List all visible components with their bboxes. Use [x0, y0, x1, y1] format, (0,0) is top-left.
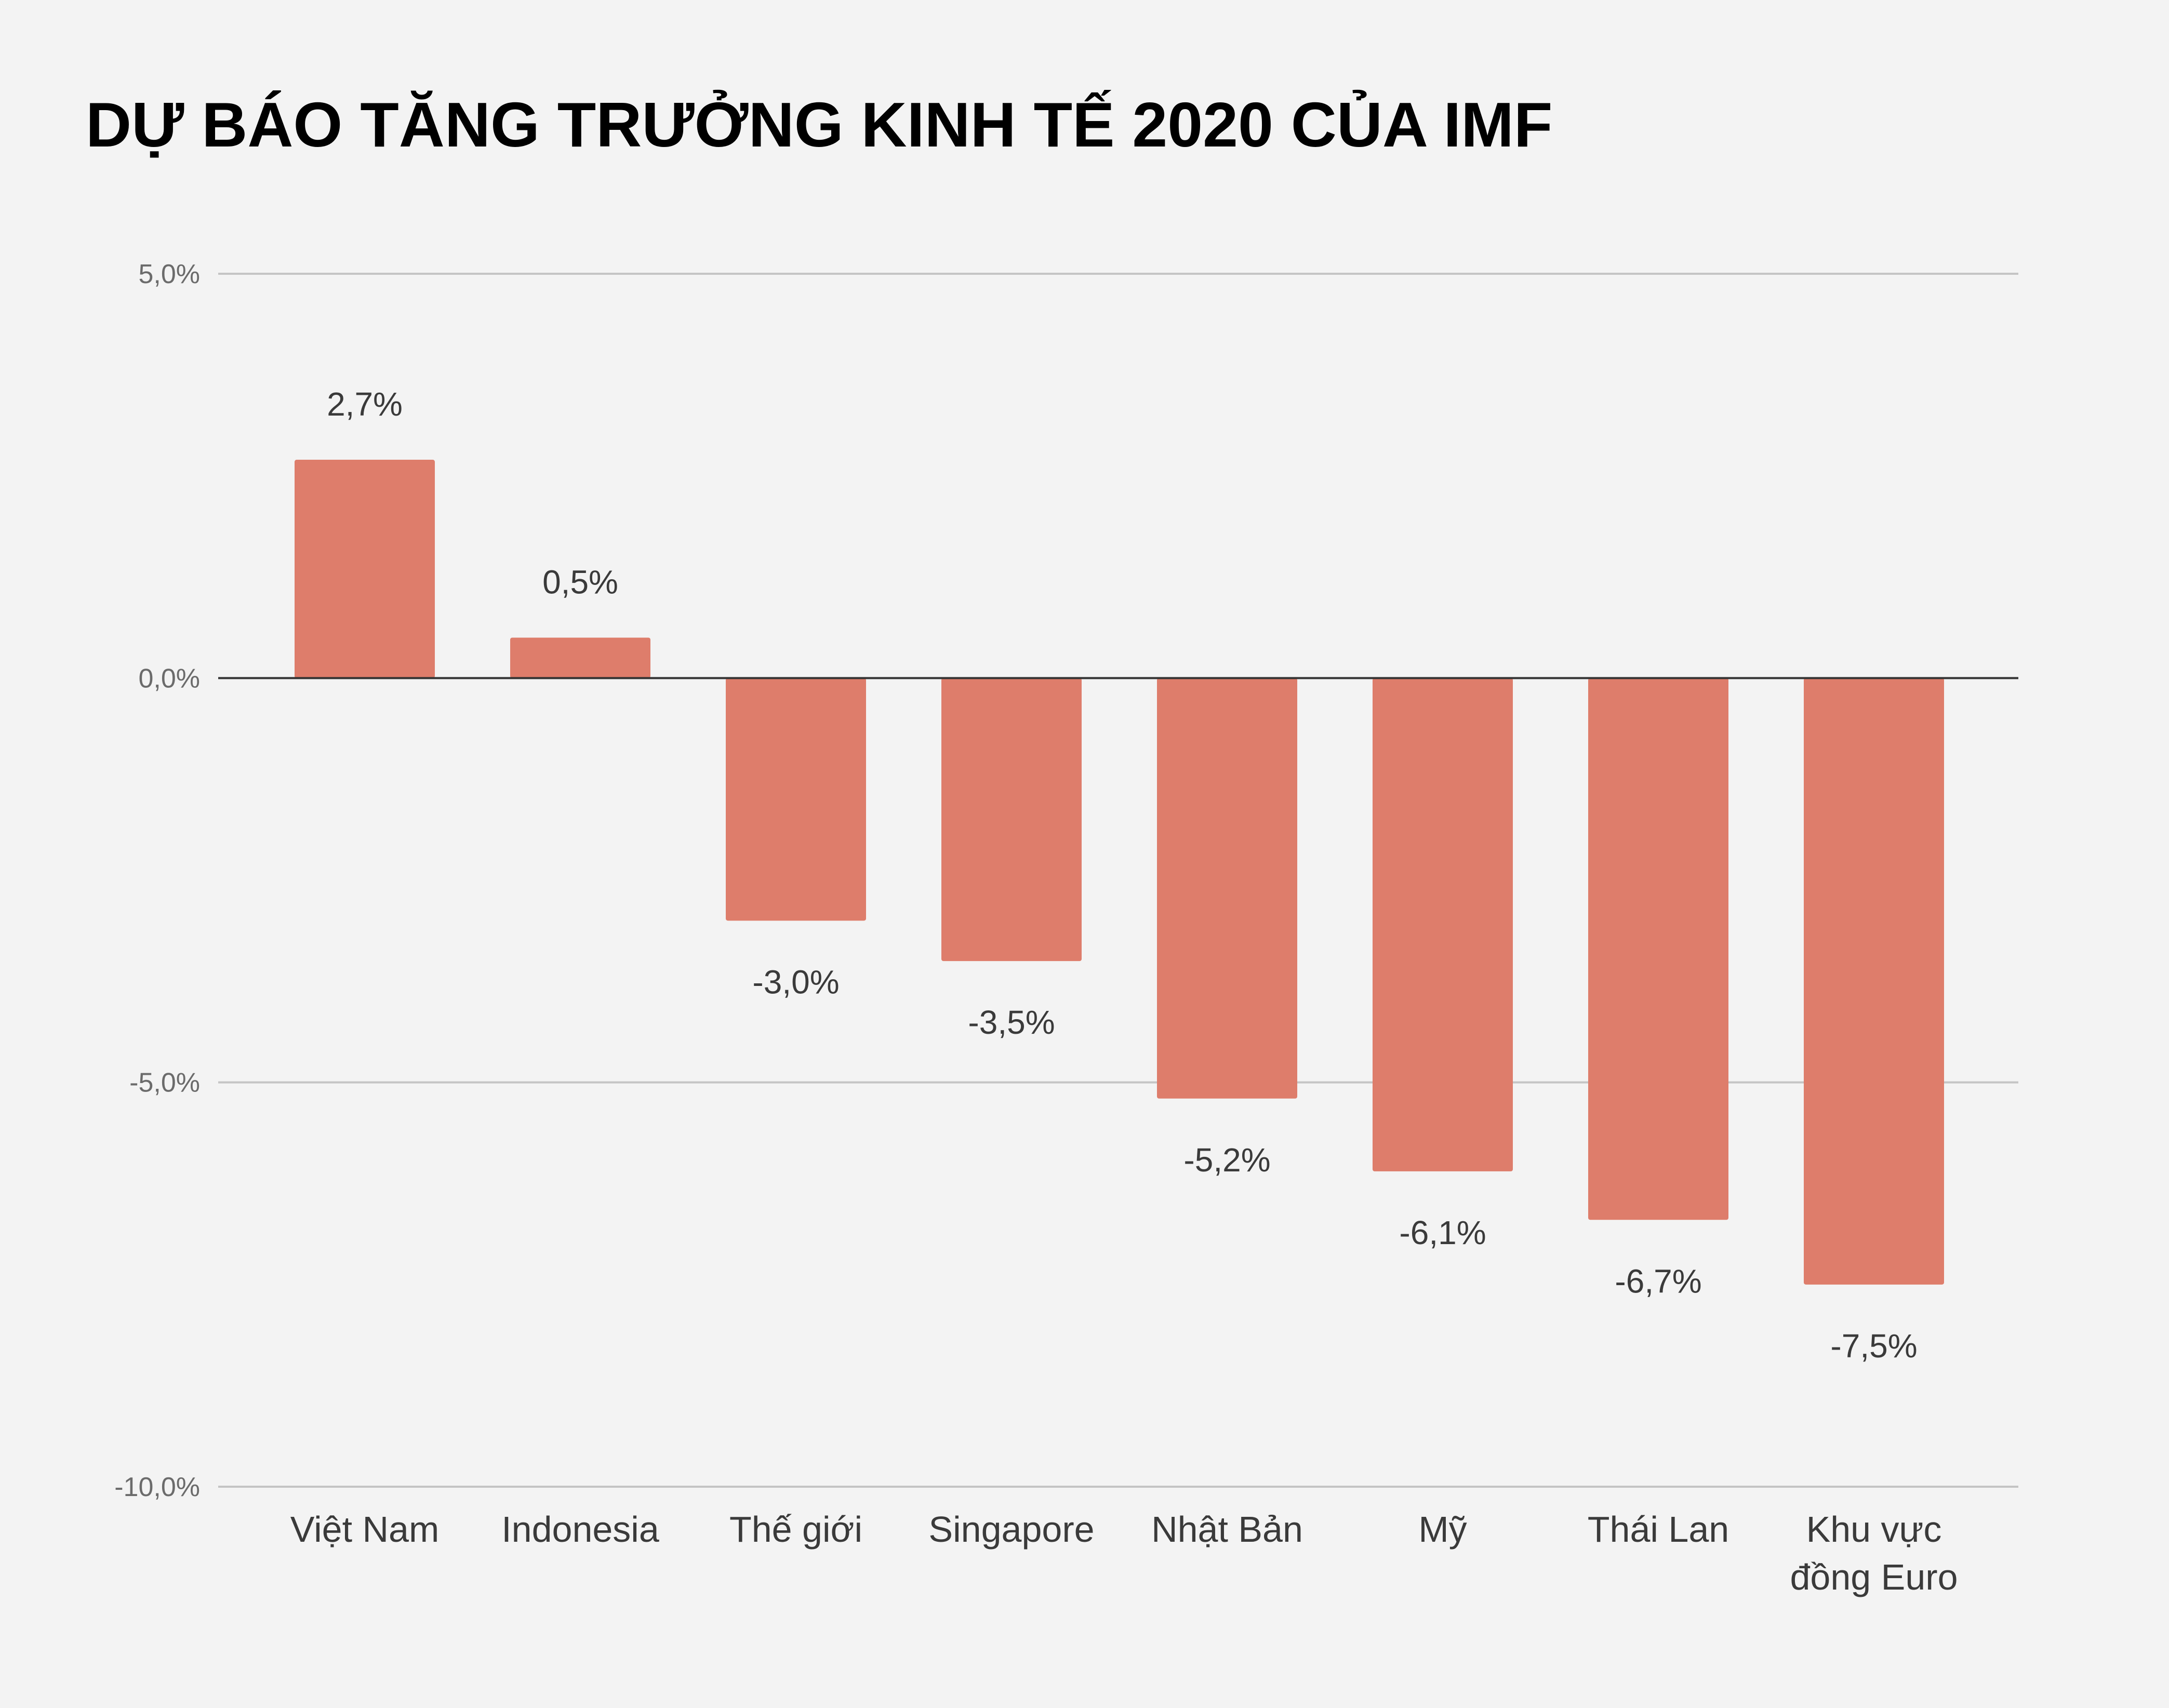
- x-axis-categories: Việt Nam Indonesia Thế giới Singapore Nhật B…: [290, 1509, 1958, 1597]
- bar: [1373, 678, 1513, 1171]
- bar: [1157, 678, 1297, 1099]
- bars: [295, 460, 1944, 1285]
- category-label: đồng Euro: [1790, 1557, 1958, 1597]
- category-label: Khu vực: [1806, 1509, 1942, 1550]
- category-label: Singapore: [928, 1509, 1094, 1550]
- data-label: -7,5%: [1830, 1327, 1917, 1365]
- bar: [510, 637, 650, 678]
- category-label: Việt Nam: [290, 1509, 440, 1550]
- category-label: Mỹ: [1418, 1509, 1467, 1550]
- data-label: -3,5%: [968, 1004, 1055, 1041]
- bar: [1804, 678, 1944, 1285]
- y-axis-ticks: 5,0% 0,0% -5,0% -10,0%: [114, 259, 200, 1502]
- category-label: Indonesia: [501, 1509, 659, 1550]
- data-label: 0,5%: [542, 564, 618, 601]
- y-tick-label: 0,0%: [138, 663, 200, 693]
- data-label: -5,2%: [1183, 1141, 1270, 1179]
- bar: [941, 678, 1082, 962]
- bar: [726, 678, 866, 921]
- y-tick-label: 5,0%: [138, 259, 200, 289]
- data-label: -3,0%: [752, 963, 839, 1000]
- category-label: Thế giới: [729, 1509, 862, 1550]
- y-tick-label: -5,0%: [129, 1068, 200, 1098]
- bar: [1588, 678, 1728, 1220]
- data-label: 2,7%: [327, 385, 403, 423]
- y-tick-label: -10,0%: [114, 1472, 200, 1502]
- category-label: Thái Lan: [1588, 1509, 1729, 1550]
- data-label: -6,1%: [1399, 1214, 1486, 1251]
- data-labels: 2,7% 0,5% -3,0% -3,5% -5,2% -6,1% -6,7% -7,5%: [327, 385, 1918, 1365]
- gridlines: [218, 273, 2018, 1488]
- chart-title: DỰ BÁO TĂNG TRƯỞNG KINH TẾ 2020 CỦA IMF: [86, 89, 1553, 160]
- bar: [295, 460, 435, 678]
- category-label: Nhật Bản: [1151, 1509, 1303, 1550]
- data-label: -6,7%: [1615, 1262, 1701, 1300]
